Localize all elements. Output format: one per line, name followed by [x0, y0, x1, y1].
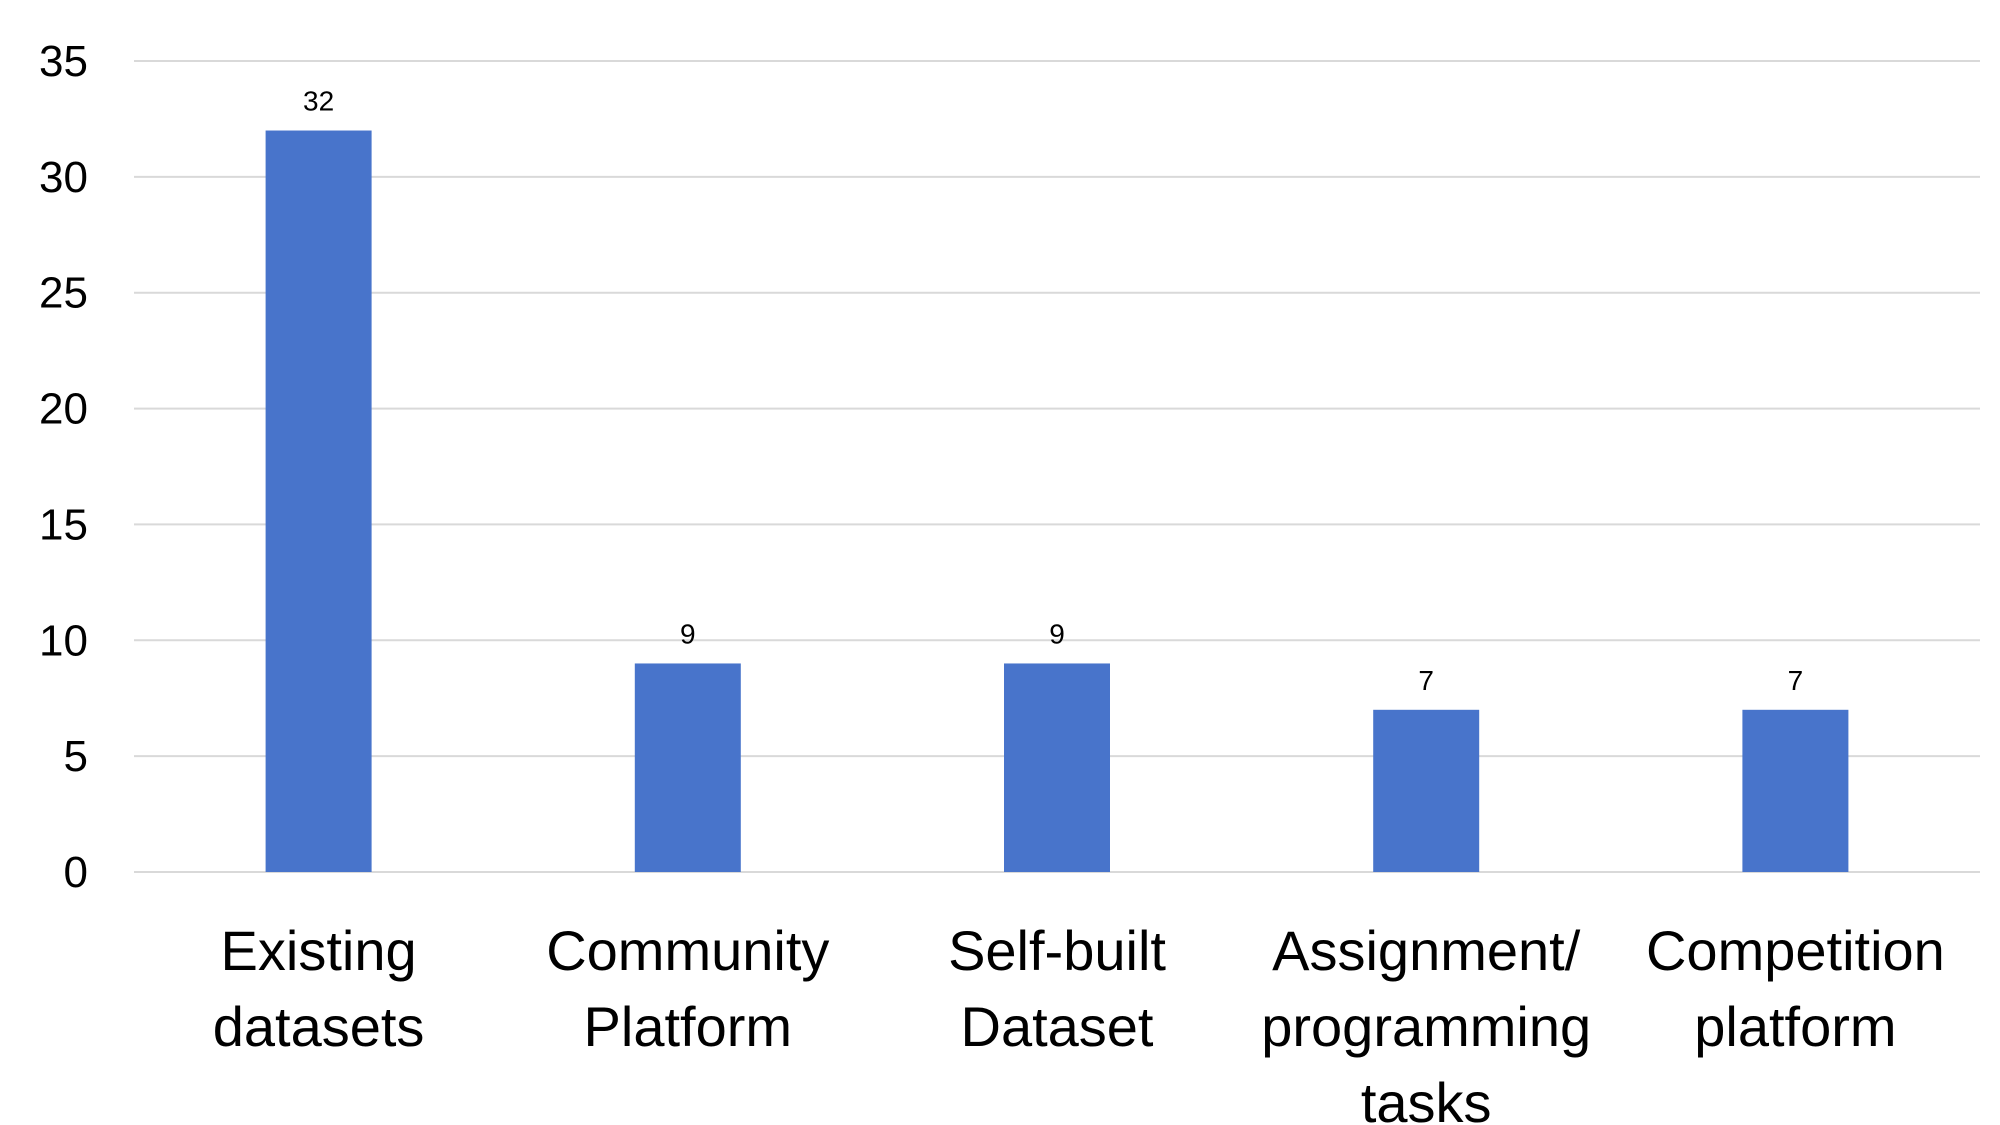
category-label: Existing datasets	[213, 919, 425, 1058]
category-label: Self-built Dataset	[948, 919, 1166, 1058]
data-label: 9	[680, 618, 696, 649]
gridlines	[134, 60, 1980, 873]
y-tick-label: 20	[39, 385, 88, 434]
data-labels: 32 9 9 7 7	[303, 86, 1803, 696]
y-axis-ticks: 0 5 10 15 20 25 30 35	[39, 37, 88, 897]
data-label: 7	[1418, 665, 1434, 696]
y-tick-label: 10	[39, 616, 88, 665]
data-label: 7	[1788, 665, 1804, 696]
bars	[265, 130, 1849, 872]
data-label: 9	[1049, 618, 1065, 649]
bar	[1004, 663, 1110, 872]
category-label: Assignment/programming tasks	[1261, 919, 1591, 1125]
y-tick-label: 0	[64, 848, 88, 897]
y-tick-label: 15	[39, 500, 88, 549]
bar	[1373, 709, 1480, 872]
category-labels: Existing datasets Community Platform Self-bu…	[213, 919, 1945, 1125]
bar	[265, 130, 372, 872]
y-tick-label: 30	[39, 153, 88, 202]
bar	[1742, 709, 1849, 872]
category-label: Competition platform	[1646, 919, 1945, 1058]
y-tick-label: 25	[39, 269, 88, 318]
data-label: 32	[303, 86, 334, 117]
bar	[634, 663, 741, 872]
category-label: Community Platform	[546, 919, 829, 1058]
y-tick-label: 5	[64, 732, 88, 781]
y-tick-label: 35	[39, 37, 88, 86]
